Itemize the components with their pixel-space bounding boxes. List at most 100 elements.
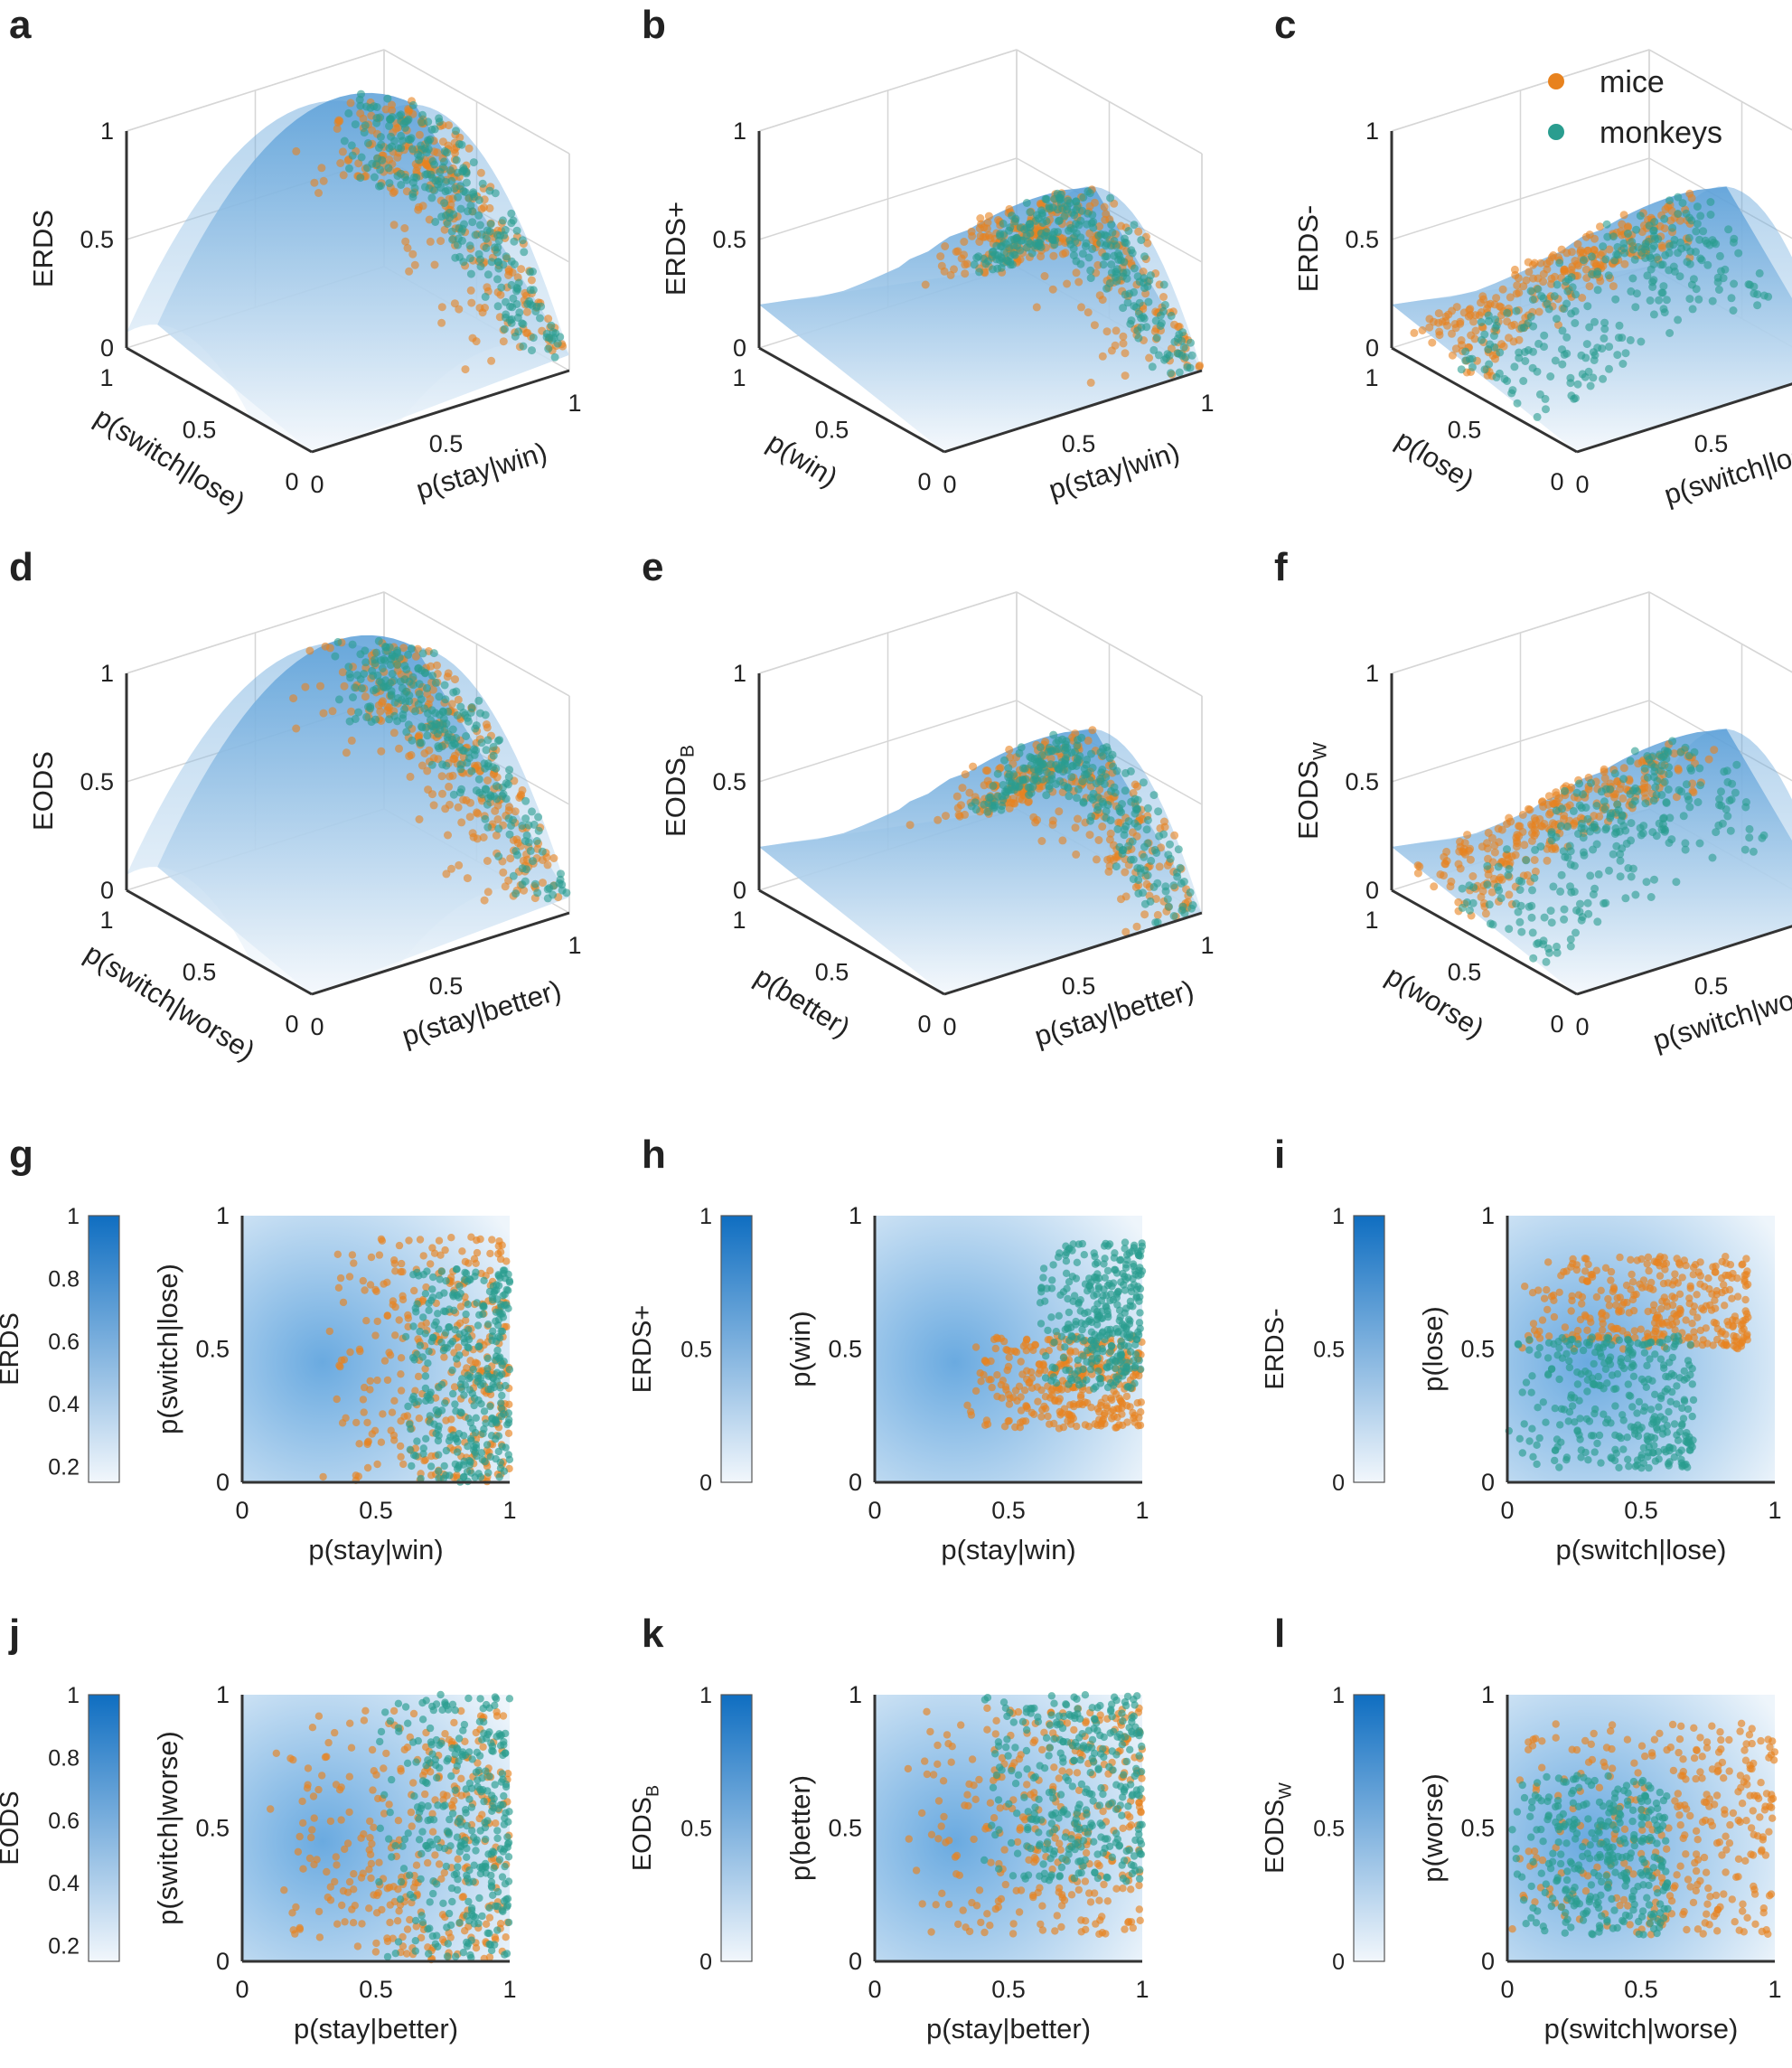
data-point (467, 1469, 475, 1477)
data-point (1121, 1245, 1129, 1253)
data-point (408, 1395, 417, 1404)
data-point (1119, 1363, 1127, 1371)
data-point (496, 1248, 505, 1256)
series-monkeys (340, 89, 565, 362)
data-point (452, 155, 461, 164)
data-point (1468, 872, 1478, 880)
data-point (1110, 1386, 1118, 1396)
data-point (1458, 341, 1466, 350)
panel-letter: d (9, 545, 33, 589)
data-point (1037, 252, 1046, 261)
data-point (473, 808, 481, 817)
data-point (1689, 275, 1698, 284)
data-point (1456, 864, 1465, 873)
data-point (1041, 1374, 1050, 1382)
data-point (495, 1473, 503, 1481)
data-point (400, 705, 408, 714)
data-point (1688, 1320, 1696, 1328)
data-point (512, 226, 521, 235)
data-point (1563, 822, 1572, 831)
data-point (1496, 348, 1505, 357)
data-point (498, 1405, 506, 1413)
data-point (292, 724, 301, 733)
data-point (1583, 1326, 1591, 1335)
data-point (1121, 1264, 1131, 1273)
data-point (1714, 821, 1723, 830)
grid-line (1648, 591, 1792, 673)
data-point (427, 193, 436, 202)
data-point (310, 178, 319, 187)
data-point (1694, 295, 1703, 304)
panel-d: 00.5100.5100.51p(stay|better)p(switch|wo… (9, 545, 582, 1067)
data-point (971, 1386, 980, 1396)
data-point (1005, 1416, 1013, 1425)
data-point (1704, 1274, 1712, 1283)
data-point (1140, 910, 1149, 919)
data-point (410, 260, 419, 269)
data-point (1590, 234, 1599, 243)
data-point (1651, 783, 1660, 792)
data-point (1169, 912, 1178, 920)
x-tick-label: 0.5 (1062, 430, 1096, 457)
data-point (1196, 362, 1205, 370)
data-point (1093, 1270, 1102, 1278)
data-point (319, 176, 328, 185)
data-point (367, 1253, 376, 1262)
data-point (975, 268, 984, 277)
data-point (1160, 822, 1169, 832)
data-point (1177, 879, 1186, 888)
colorbar-tick-label: 0.5 (1313, 1338, 1345, 1363)
data-point (1712, 828, 1721, 837)
data-point (387, 115, 395, 124)
data-point (483, 888, 493, 897)
data-point (1110, 1381, 1118, 1389)
data-point (961, 269, 970, 278)
data-point (454, 240, 462, 249)
data-point (391, 1331, 399, 1340)
data-point (529, 334, 538, 343)
data-point (1123, 1418, 1131, 1426)
data-point (1725, 1285, 1734, 1294)
data-point (1529, 322, 1538, 331)
data-point (407, 134, 416, 143)
data-point (1078, 1325, 1086, 1334)
data-point (1536, 258, 1545, 268)
data-point (518, 785, 527, 794)
data-point (1487, 888, 1496, 897)
data-point (446, 166, 455, 174)
data-point (495, 736, 504, 745)
data-point (408, 249, 418, 258)
data-point (1557, 870, 1566, 879)
data-point (1137, 1408, 1145, 1416)
data-point (500, 324, 509, 334)
data-point (1601, 255, 1610, 264)
data-point (430, 125, 439, 134)
data-point (1728, 1294, 1736, 1302)
data-point (1101, 252, 1110, 261)
y-tick-label: 1 (99, 364, 113, 391)
data-point (1099, 260, 1108, 269)
data-point (1029, 241, 1038, 250)
data-point (1056, 199, 1065, 208)
colorbar-tick-label: 1 (1332, 1204, 1345, 1229)
data-point (334, 1283, 343, 1292)
data-point (1614, 805, 1623, 814)
panel-letter: a (9, 3, 32, 47)
data-point (1639, 1276, 1648, 1284)
data-point (1176, 863, 1185, 872)
data-point (522, 865, 531, 874)
data-point (518, 822, 527, 830)
data-point (1627, 872, 1636, 881)
data-point (1585, 323, 1594, 332)
data-point (1157, 319, 1166, 327)
data-point (999, 1337, 1009, 1346)
data-point (1508, 386, 1517, 395)
data-point (1620, 249, 1629, 258)
data-point (1152, 849, 1161, 857)
data-point (1624, 864, 1633, 872)
data-point (462, 1310, 470, 1319)
data-point (1156, 311, 1165, 320)
data-point (1018, 1417, 1027, 1425)
series-monkeys (970, 187, 1196, 378)
data-point (1086, 266, 1095, 275)
